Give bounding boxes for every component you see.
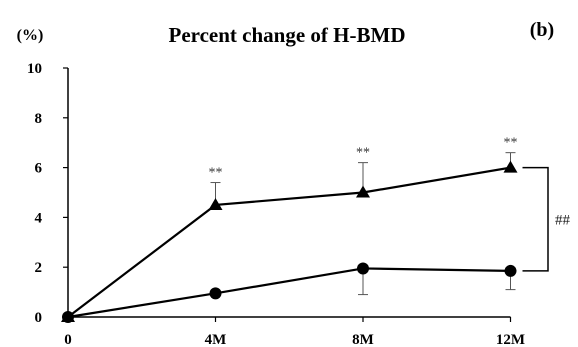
y-tick-label: 10 bbox=[27, 61, 42, 77]
x-tick-label: 8M bbox=[352, 332, 374, 347]
bracket-label: ## bbox=[555, 212, 571, 228]
chart-title: Percent change of H-BMD bbox=[169, 23, 406, 47]
significance-bracket: ## bbox=[522, 166, 571, 272]
series-circle bbox=[62, 262, 517, 323]
data-point-triangle bbox=[503, 160, 518, 173]
data-point-circle bbox=[62, 311, 74, 323]
axes: 0 2 4 6 8 10 0 4M 8M 12M bbox=[27, 61, 525, 347]
data-point-triangle bbox=[356, 185, 370, 198]
significance-marker: ** bbox=[356, 146, 370, 161]
series-triangle: ** ** ** bbox=[61, 136, 518, 322]
significance-marker: ** bbox=[504, 136, 518, 151]
y-tick-label: 0 bbox=[35, 310, 43, 326]
significance-marker: ** bbox=[209, 166, 223, 181]
x-tick-label: 12M bbox=[496, 332, 525, 347]
series-line bbox=[67, 166, 511, 318]
y-tick-label: 4 bbox=[35, 210, 43, 226]
series-line bbox=[67, 267, 511, 319]
y-tick-label: 6 bbox=[35, 161, 43, 177]
series-layer: ** ** ** bbox=[61, 136, 518, 323]
panel-label: (b) bbox=[530, 19, 554, 41]
x-tick-label: 4M bbox=[205, 332, 227, 347]
data-point-circle bbox=[504, 264, 517, 277]
data-point-circle bbox=[209, 287, 222, 300]
data-point-circle bbox=[357, 262, 369, 275]
y-unit-label: (%) bbox=[17, 27, 44, 44]
bracket-line bbox=[522, 166, 549, 272]
x-tick-label: 0 bbox=[64, 332, 72, 347]
data-point-triangle bbox=[208, 197, 223, 210]
y-tick-label: 8 bbox=[35, 111, 43, 127]
y-tick-label: 2 bbox=[35, 260, 43, 276]
